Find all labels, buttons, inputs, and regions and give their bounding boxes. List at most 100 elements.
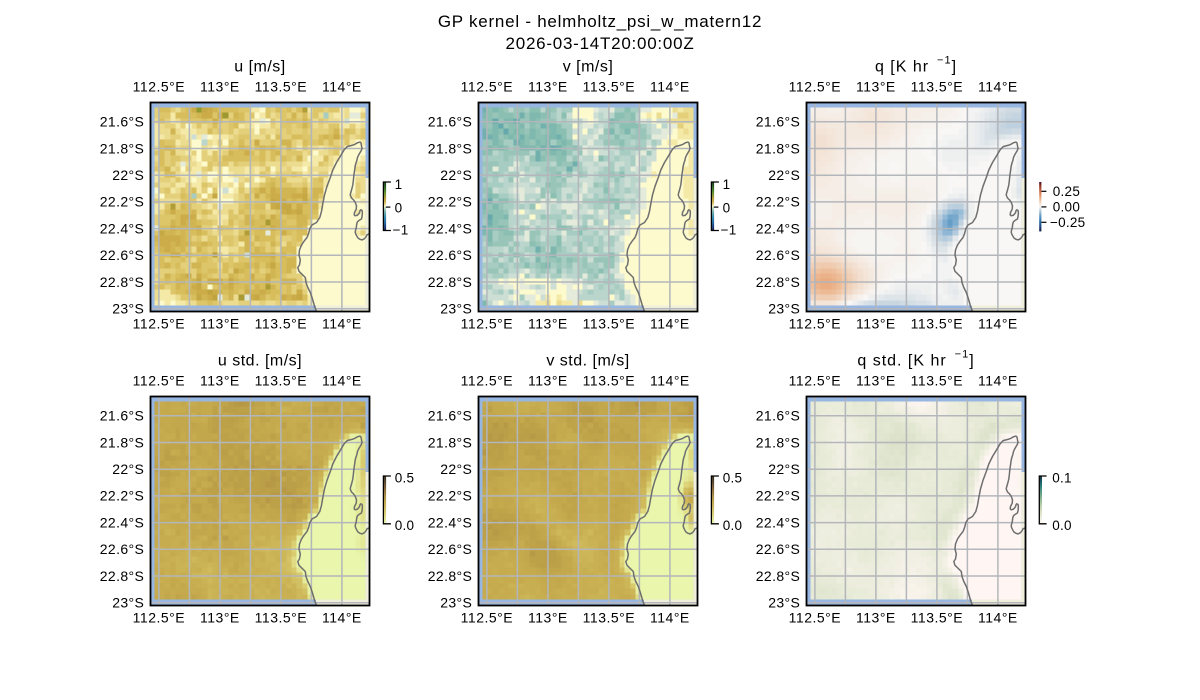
svg-text:22.4°S: 22.4°S <box>100 514 145 530</box>
svg-text:22.6°S: 22.6°S <box>100 541 145 557</box>
svg-text:113°E: 113°E <box>200 79 240 95</box>
svg-text:114°E: 114°E <box>978 316 1018 332</box>
svg-text:22.6°S: 22.6°S <box>756 247 801 263</box>
svg-text:21.8°S: 21.8°S <box>428 434 473 450</box>
svg-text:22.8°S: 22.8°S <box>756 274 801 290</box>
svg-text:112.5°E: 112.5°E <box>133 79 185 95</box>
svg-text:21.8°S: 21.8°S <box>428 140 473 156</box>
svg-text:114°E: 114°E <box>650 373 690 389</box>
svg-text:−1: −1 <box>721 223 737 238</box>
svg-text:22°S: 22°S <box>768 461 800 477</box>
svg-text:113°E: 113°E <box>200 610 240 626</box>
svg-text:114°E: 114°E <box>650 316 690 332</box>
svg-text:113.5°E: 113.5°E <box>583 316 635 332</box>
svg-text:22.6°S: 22.6°S <box>756 541 801 557</box>
svg-text:22.8°S: 22.8°S <box>428 568 473 584</box>
svg-text:2026-03-14T20:00:00Z: 2026-03-14T20:00:00Z <box>506 34 695 53</box>
svg-text:112.5°E: 112.5°E <box>133 373 185 389</box>
svg-text:112.5°E: 112.5°E <box>461 79 513 95</box>
svg-text:v std. [m/s]: v std. [m/s] <box>546 353 629 370</box>
svg-text:22.2°S: 22.2°S <box>428 194 473 210</box>
svg-text:112.5°E: 112.5°E <box>789 373 841 389</box>
svg-text:q std. [K hr −1]: q std. [K hr −1] <box>857 349 974 370</box>
svg-text:0.5: 0.5 <box>395 470 415 485</box>
svg-text:22.8°S: 22.8°S <box>428 274 473 290</box>
svg-text:113°E: 113°E <box>856 610 896 626</box>
svg-text:22°S: 22°S <box>440 167 472 183</box>
svg-text:22.6°S: 22.6°S <box>100 247 145 263</box>
svg-text:22.4°S: 22.4°S <box>756 514 801 530</box>
svg-text:113°E: 113°E <box>200 373 240 389</box>
svg-text:v [m/s]: v [m/s] <box>563 59 614 76</box>
svg-text:u [m/s]: u [m/s] <box>234 59 286 76</box>
svg-text:21.6°S: 21.6°S <box>756 114 801 130</box>
svg-text:0.0: 0.0 <box>723 518 743 533</box>
svg-text:22.8°S: 22.8°S <box>100 274 145 290</box>
svg-text:112.5°E: 112.5°E <box>133 610 185 626</box>
svg-text:112.5°E: 112.5°E <box>461 610 513 626</box>
svg-text:113.5°E: 113.5°E <box>583 373 635 389</box>
svg-text:21.6°S: 21.6°S <box>756 408 801 424</box>
svg-text:23°S: 23°S <box>440 301 472 317</box>
svg-text:22.4°S: 22.4°S <box>428 514 473 530</box>
svg-text:113°E: 113°E <box>528 373 568 389</box>
svg-text:112.5°E: 112.5°E <box>789 610 841 626</box>
svg-text:0.5: 0.5 <box>723 470 743 485</box>
svg-text:22.2°S: 22.2°S <box>428 488 473 504</box>
svg-text:21.8°S: 21.8°S <box>756 140 801 156</box>
svg-text:113.5°E: 113.5°E <box>255 610 307 626</box>
svg-text:112.5°E: 112.5°E <box>789 79 841 95</box>
svg-text:22.8°S: 22.8°S <box>100 568 145 584</box>
svg-text:113.5°E: 113.5°E <box>255 79 307 95</box>
svg-text:22.6°S: 22.6°S <box>428 247 473 263</box>
svg-text:22.2°S: 22.2°S <box>100 488 145 504</box>
svg-text:113°E: 113°E <box>528 610 568 626</box>
svg-text:−0.25: −0.25 <box>1050 215 1085 230</box>
svg-text:0: 0 <box>723 201 731 216</box>
svg-text:114°E: 114°E <box>978 373 1018 389</box>
svg-text:22°S: 22°S <box>112 167 144 183</box>
svg-text:113.5°E: 113.5°E <box>911 316 963 332</box>
svg-text:114°E: 114°E <box>650 79 690 95</box>
svg-text:23°S: 23°S <box>112 595 144 611</box>
svg-text:22.4°S: 22.4°S <box>100 220 145 236</box>
svg-text:0.00: 0.00 <box>1053 200 1080 215</box>
svg-text:u std. [m/s]: u std. [m/s] <box>218 353 302 370</box>
svg-text:114°E: 114°E <box>322 316 362 332</box>
svg-text:GP kernel - helmholtz_psi_w_ma: GP kernel - helmholtz_psi_w_matern12 <box>438 12 762 31</box>
svg-text:22°S: 22°S <box>440 461 472 477</box>
svg-text:112.5°E: 112.5°E <box>461 373 513 389</box>
svg-text:114°E: 114°E <box>978 610 1018 626</box>
svg-text:22.6°S: 22.6°S <box>428 541 473 557</box>
svg-text:113.5°E: 113.5°E <box>583 79 635 95</box>
svg-text:113°E: 113°E <box>856 79 896 95</box>
svg-text:113°E: 113°E <box>528 79 568 95</box>
svg-text:0.0: 0.0 <box>1052 518 1072 533</box>
svg-text:23°S: 23°S <box>112 301 144 317</box>
svg-text:22.4°S: 22.4°S <box>756 220 801 236</box>
svg-text:21.8°S: 21.8°S <box>100 140 145 156</box>
svg-text:113°E: 113°E <box>528 316 568 332</box>
svg-text:0: 0 <box>395 201 403 216</box>
svg-text:112.5°E: 112.5°E <box>789 316 841 332</box>
svg-text:114°E: 114°E <box>978 79 1018 95</box>
svg-text:21.6°S: 21.6°S <box>428 408 473 424</box>
svg-text:112.5°E: 112.5°E <box>461 316 513 332</box>
svg-text:22.8°S: 22.8°S <box>756 568 801 584</box>
svg-text:114°E: 114°E <box>650 610 690 626</box>
svg-text:22°S: 22°S <box>768 167 800 183</box>
svg-text:113.5°E: 113.5°E <box>911 79 963 95</box>
svg-text:22.4°S: 22.4°S <box>428 220 473 236</box>
svg-text:113.5°E: 113.5°E <box>911 610 963 626</box>
svg-text:21.6°S: 21.6°S <box>428 114 473 130</box>
svg-text:0.1: 0.1 <box>1052 470 1072 485</box>
svg-text:22.2°S: 22.2°S <box>756 194 801 210</box>
svg-text:113°E: 113°E <box>856 316 896 332</box>
svg-text:0.25: 0.25 <box>1053 184 1080 199</box>
svg-text:22°S: 22°S <box>112 461 144 477</box>
svg-text:113.5°E: 113.5°E <box>255 316 307 332</box>
svg-text:23°S: 23°S <box>768 301 800 317</box>
svg-text:113°E: 113°E <box>200 316 240 332</box>
svg-text:−1: −1 <box>393 223 409 238</box>
svg-text:23°S: 23°S <box>768 595 800 611</box>
